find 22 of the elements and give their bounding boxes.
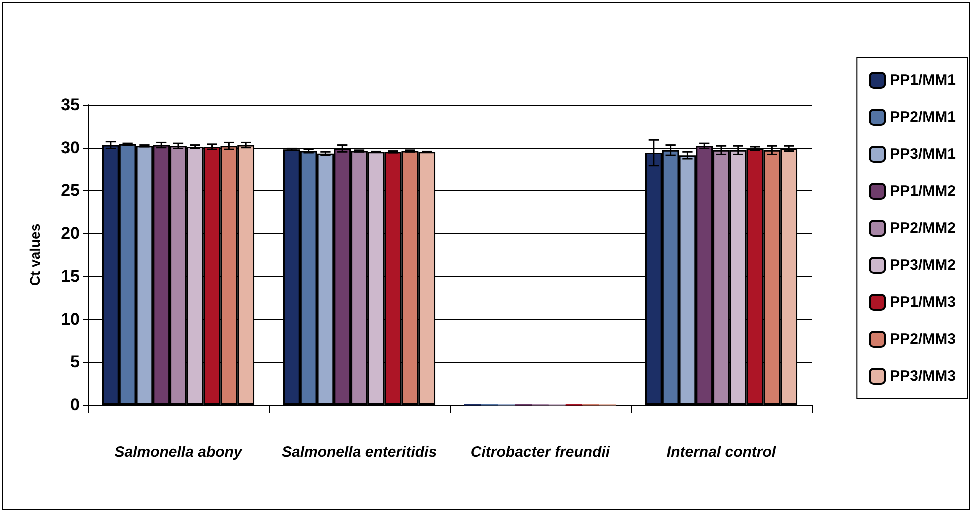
y-tick-label: 5 <box>70 352 80 372</box>
legend-label: PP2/MM1 <box>890 109 956 126</box>
y-tick-label: 35 <box>61 96 80 114</box>
y-tick-label: 15 <box>61 266 80 286</box>
y-tick-label: 25 <box>61 181 80 200</box>
x-tick-label: Internal control <box>666 444 777 461</box>
legend-label: PP3/MM3 <box>890 368 956 385</box>
y-tick-label: 0 <box>70 396 80 414</box>
legend-label: PP3/MM1 <box>890 146 956 163</box>
x-tick-label: Salmonella abony <box>114 444 243 461</box>
legend-label: PP3/MM2 <box>890 257 956 274</box>
x-tick-label: Citrobacter freundii <box>470 444 611 461</box>
legend-label: PP2/MM2 <box>890 220 956 237</box>
y-tick-label: 10 <box>61 310 80 329</box>
legend-label: PP1/MM1 <box>890 72 956 89</box>
legend-label: PP2/MM3 <box>890 331 956 348</box>
y-axis-title: Ct values <box>27 224 43 286</box>
x-tick-label: Salmonella enteritidis <box>282 444 438 461</box>
legend-label: PP1/MM2 <box>890 183 956 200</box>
y-tick-label: 20 <box>61 224 80 244</box>
y-tick-label: 30 <box>61 138 80 158</box>
legend-label: PP1/MM3 <box>890 294 956 311</box>
